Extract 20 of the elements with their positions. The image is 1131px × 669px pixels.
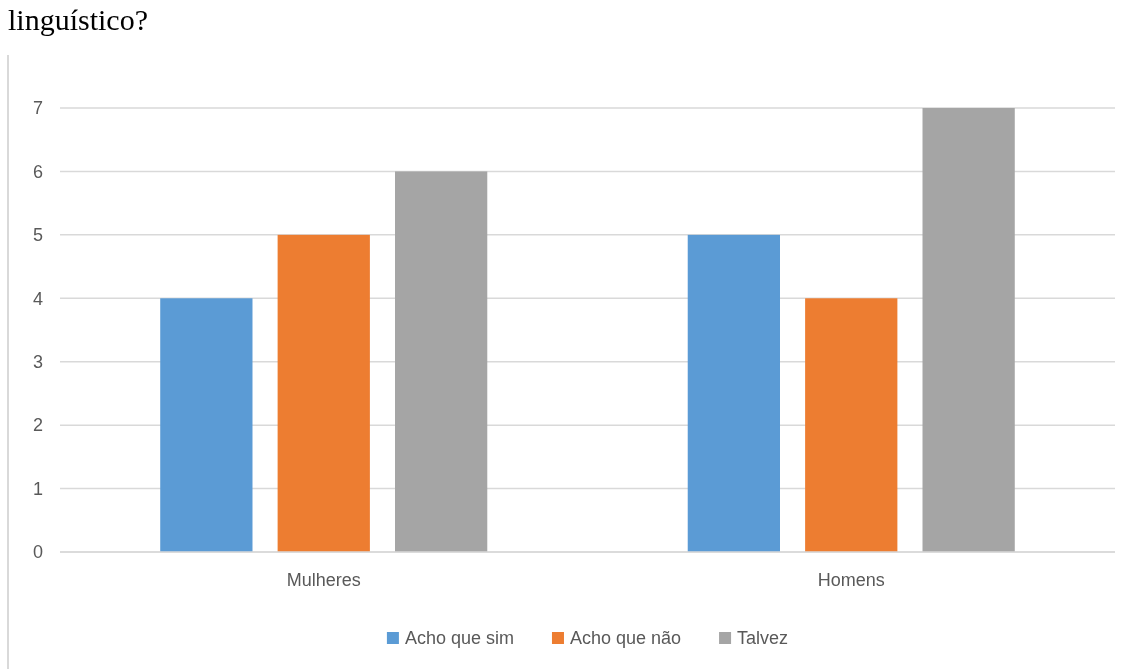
legend-label: Acho que sim — [404, 628, 514, 649]
bar — [277, 234, 370, 552]
bar — [805, 298, 898, 552]
bar — [395, 171, 488, 552]
bar — [160, 298, 253, 552]
x-tick-label: Homens — [817, 570, 885, 590]
y-tick-label: 3 — [32, 352, 44, 373]
x-tick-label: Mulheres — [286, 570, 361, 590]
y-tick-label: 4 — [32, 288, 44, 309]
y-tick-label: 5 — [32, 225, 44, 246]
y-tick-label: 1 — [32, 478, 44, 499]
bar — [922, 108, 1015, 552]
chart-title: linguístico? — [8, 3, 148, 36]
legend-label: Talvez — [737, 628, 789, 649]
y-tick-label: 2 — [32, 415, 44, 436]
y-tick-label: 0 — [32, 542, 44, 563]
legend-label: Acho que não — [569, 628, 682, 649]
y-tick-label: 7 — [32, 98, 44, 119]
bar — [687, 234, 780, 552]
y-tick-label: 6 — [32, 161, 44, 182]
